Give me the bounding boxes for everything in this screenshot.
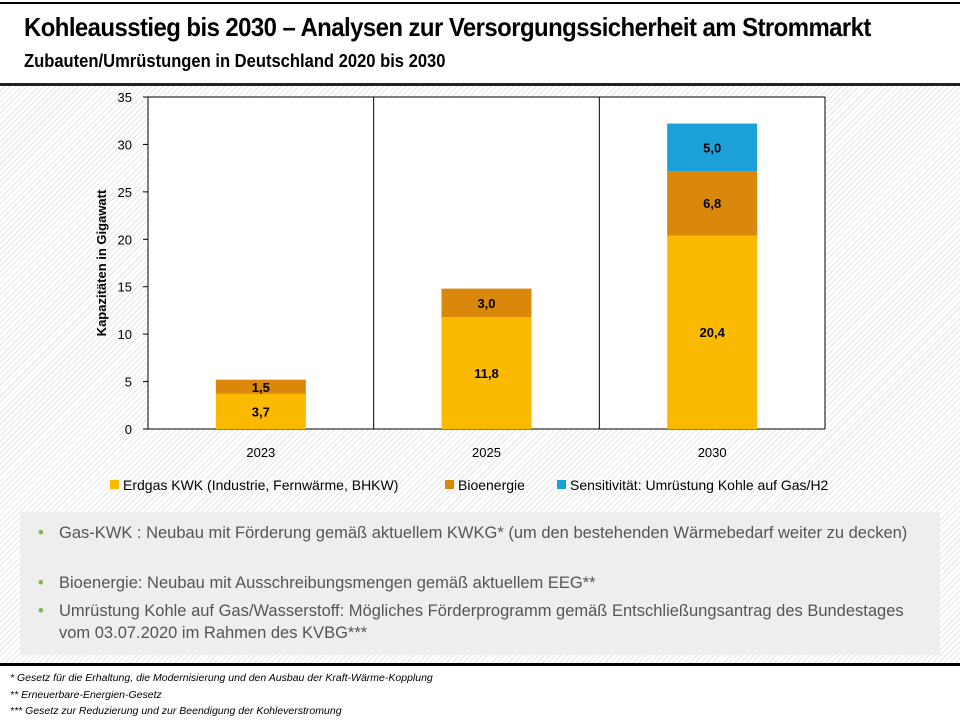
notes-box: • Gas-KWK : Neubau mit Förderung gemäß ak…: [20, 512, 940, 655]
header-rule: [0, 83, 960, 86]
note-item: • Gas-KWK : Neubau mit Förderung gemäß ak…: [38, 524, 908, 542]
bullet-marker: •: [38, 574, 44, 592]
data-label: 5,0: [703, 140, 721, 155]
bullet-marker: •: [38, 524, 44, 542]
legend-swatch: [557, 480, 566, 489]
y-tick-label: 30: [118, 137, 132, 152]
top-rule: [0, 2, 960, 4]
data-label: 3,7: [252, 404, 270, 419]
note-item: • Umrüstung Kohle auf Gas/Wasserstoff: Mö…: [38, 602, 904, 642]
legend-label: Sensitivität: Umrüstung Kohle auf Gas/H2: [570, 477, 829, 493]
bar-segment: [441, 288, 532, 318]
footnote: ** Erneuerbare-Energien-Gesetz: [10, 689, 162, 701]
y-tick-label: 0: [125, 422, 132, 437]
y-tick-label: 15: [118, 280, 132, 295]
bar-segment: [667, 235, 758, 429]
legend-label: Erdgas KWK (Industrie, Fernwärme, BHKW): [123, 477, 398, 493]
data-label: 20,4: [700, 325, 726, 340]
data-label: 11,8: [474, 366, 499, 381]
legend-label: Bioenergie: [458, 477, 525, 493]
data-label: 1,5: [252, 380, 270, 395]
bar-segment: [441, 317, 532, 429]
y-axis-label: Kapazitäten in Gigawatt: [94, 189, 109, 336]
y-tick-label: 5: [125, 375, 132, 390]
bullet-marker: •: [38, 602, 44, 620]
legend-swatch: [445, 480, 454, 489]
x-tick-label: 2023: [246, 445, 275, 460]
x-tick-label: 2030: [698, 445, 727, 460]
bar-segment: [667, 170, 758, 236]
footnote: * Gesetz für die Erhaltung, die Modernis…: [10, 672, 433, 684]
x-tick-label: 2025: [472, 445, 501, 460]
data-label: 6,8: [703, 196, 721, 211]
y-tick-label: 20: [118, 232, 132, 247]
y-tick-label: 35: [118, 90, 132, 105]
y-tick-label: 25: [118, 185, 132, 200]
footer-rule: [0, 663, 960, 666]
note-item: • Bioenergie: Neubau mit Ausschreibungsme…: [38, 574, 596, 592]
footnote: *** Gesetz zur Reduzierung und zur Beend…: [10, 705, 342, 717]
data-label: 3,0: [477, 296, 495, 311]
y-tick-label: 10: [118, 327, 132, 342]
legend-swatch: [110, 480, 119, 489]
page-title: Kohleausstieg bis 2030 – Analysen zur Ve…: [24, 12, 871, 42]
page-subtitle: Zubauten/Umrüstungen in Deutschland 2020…: [24, 51, 446, 71]
bar-segment: [215, 393, 306, 429]
bar-segment: [667, 123, 758, 171]
bar-segment: [215, 379, 306, 394]
